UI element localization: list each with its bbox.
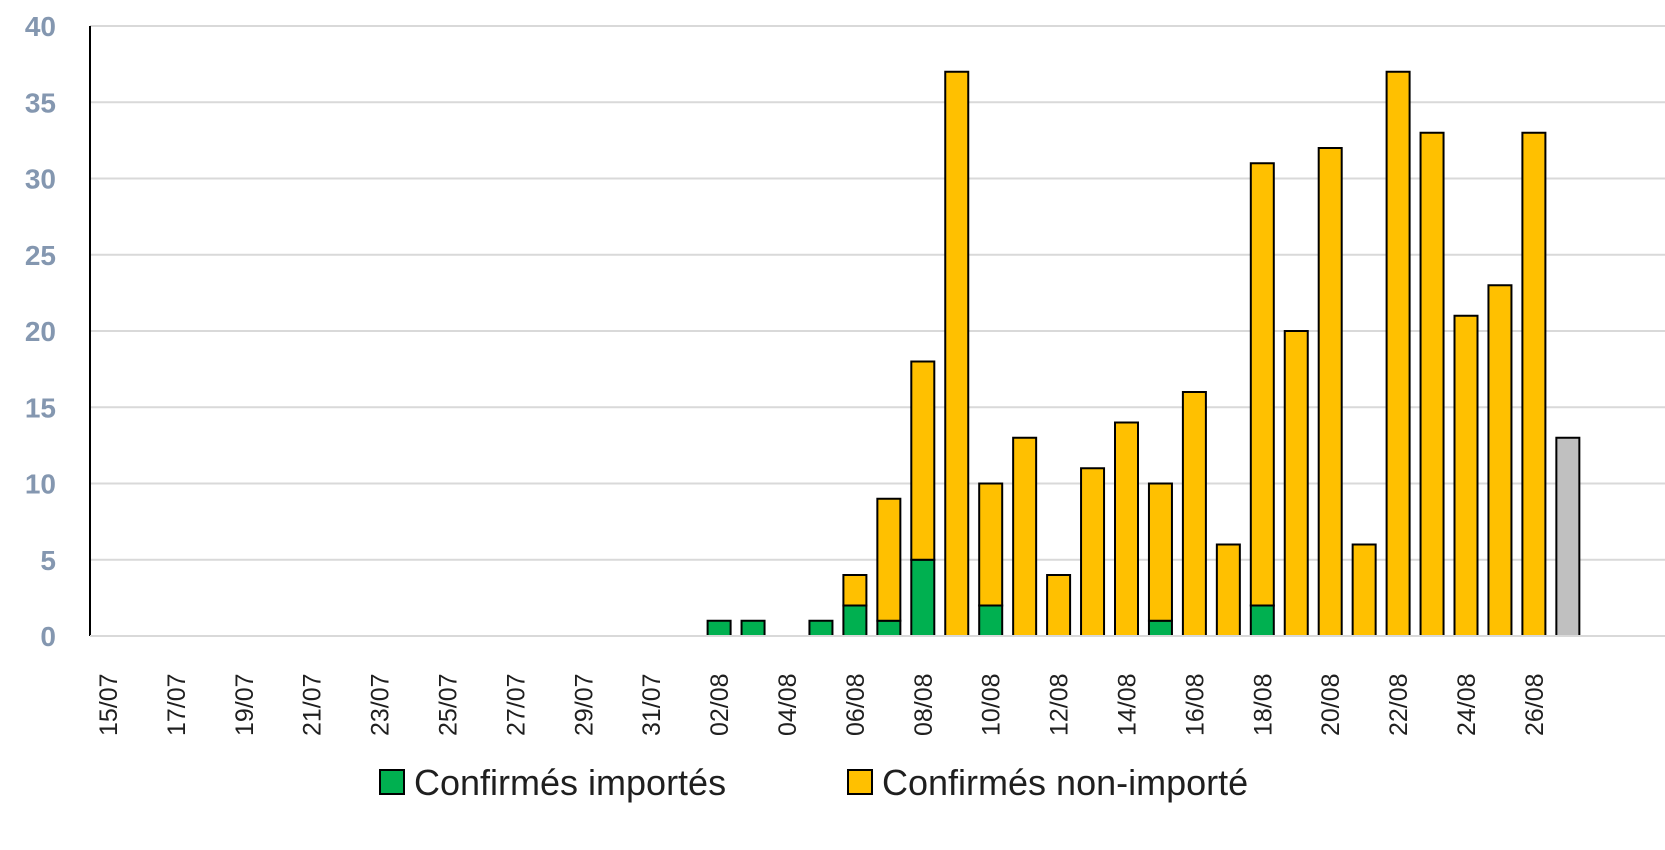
x-tick-label: 08/08: [910, 673, 938, 736]
axes: [89, 26, 1665, 637]
x-tick-label: 25/07: [435, 673, 463, 736]
bar-segment-non-importe-20-08: [1317, 147, 1343, 637]
x-tick-label: 21/07: [299, 673, 327, 736]
legend-label: Confirmés non-importé: [882, 762, 1248, 803]
x-tick-label: 10/08: [978, 673, 1006, 736]
bar-segment-non-importe-22-08: [1385, 70, 1411, 637]
bars: [706, 70, 1581, 637]
bar-segment-importes-05-08: [808, 619, 834, 637]
bar-segment-importes-07-08: [876, 619, 902, 637]
x-tick-label: 16/08: [1181, 673, 1209, 736]
y-tick-label: 15: [25, 392, 56, 423]
bar-segment-non-importe-16-08: [1181, 391, 1207, 637]
x-tick-label: 20/08: [1317, 673, 1345, 736]
legend-label: Confirmés importés: [414, 762, 726, 803]
x-tick-label: 02/08: [706, 673, 734, 736]
bar-segment-non-importe-17-08: [1215, 543, 1241, 637]
bar-segment-importes-02-08: [706, 619, 732, 637]
y-tick-label: 35: [25, 87, 56, 118]
bar-segment-non-importe-18-08: [1249, 162, 1275, 607]
bar-segment-non-importe-19-08: [1283, 330, 1309, 637]
y-tick-label: 5: [40, 545, 56, 576]
legend: Confirmés importés Confirmés non-importé: [379, 762, 1248, 803]
bar-segment-importes-08-08: [910, 558, 936, 637]
x-tick-label: 04/08: [774, 673, 802, 736]
bar-segment-importes-10-08: [978, 604, 1004, 637]
bar-segment-non-importe-23-08: [1419, 131, 1445, 637]
x-tick-label: 06/08: [842, 673, 870, 736]
y-tick-label: 20: [25, 316, 56, 347]
x-tick-label: 26/08: [1521, 673, 1549, 736]
x-tick-label: 18/08: [1249, 673, 1277, 736]
x-tick-label: 31/07: [638, 673, 666, 736]
y-tick-label: 25: [25, 240, 56, 271]
x-tick-label: 23/07: [367, 673, 395, 736]
bar-segment-non-importe-12-08: [1046, 574, 1072, 637]
bar-segment-other-27-08: [1555, 436, 1581, 637]
x-tick-label: 27/07: [502, 673, 530, 736]
bar-segment-non-importe-15-08: [1147, 482, 1173, 622]
x-tick-label: 22/08: [1385, 673, 1413, 736]
bar-segment-non-importe-10-08: [978, 482, 1004, 607]
bar-segment-non-importe-25-08: [1487, 284, 1513, 637]
bar-segment-non-importe-24-08: [1453, 314, 1479, 637]
bar-segment-importes-15-08: [1147, 619, 1173, 637]
bar-segment-non-importe-13-08: [1080, 467, 1106, 637]
bar-segment-non-importe-11-08: [1012, 436, 1038, 637]
bar-segment-importes-06-08: [842, 604, 868, 637]
bar-segment-non-importe-26-08: [1521, 131, 1547, 637]
x-axis-ticks: 15/07 17/07 19/07 21/07 23/07 25/07 27/07 29/07…: [95, 673, 1549, 736]
x-tick-label: 14/08: [1114, 673, 1142, 736]
x-tick-label: 15/07: [95, 673, 123, 736]
bar-segment-non-importe-07-08: [876, 497, 902, 622]
y-tick-label: 10: [25, 469, 56, 500]
bar-segment-non-importe-14-08: [1114, 421, 1139, 637]
bar-segment-non-importe-21-08: [1351, 543, 1377, 637]
y-tick-label: 30: [25, 164, 56, 195]
gridlines: [90, 25, 1665, 561]
x-tick-label: 24/08: [1453, 673, 1481, 736]
x-tick-label: 29/07: [570, 673, 598, 736]
x-tick-label: 19/07: [231, 673, 259, 736]
legend-swatch: [379, 769, 405, 795]
bar-segment-non-importe-06-08: [842, 574, 868, 607]
y-axis-ticks: 0 5 10 15 20 25 30 35 40: [25, 11, 56, 652]
bar-segment-importes-18-08: [1249, 604, 1275, 637]
bar-segment-non-importe-09-08: [944, 70, 970, 637]
bar-segment-importes-03-08: [740, 619, 766, 637]
x-tick-label: 12/08: [1046, 673, 1074, 736]
x-tick-label: 17/07: [163, 673, 191, 736]
legend-swatch: [847, 769, 873, 795]
bar-segment-non-importe-08-08: [910, 360, 936, 561]
y-tick-label: 40: [25, 11, 56, 42]
y-tick-label: 0: [40, 621, 56, 652]
